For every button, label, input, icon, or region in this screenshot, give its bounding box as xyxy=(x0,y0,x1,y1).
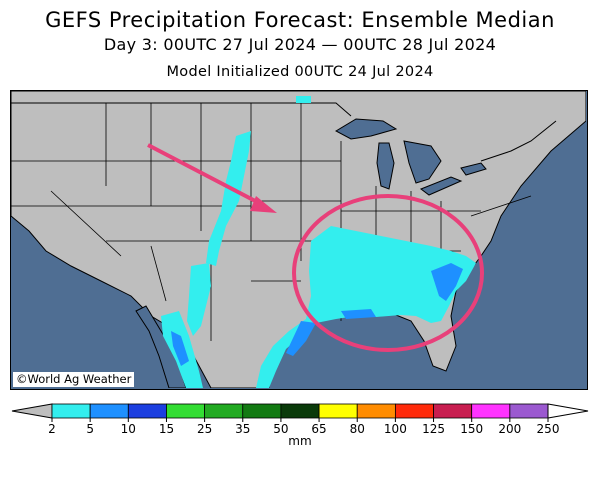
scale-tick-label: 80 xyxy=(350,422,365,436)
lake-superior xyxy=(334,118,398,140)
scale-tick-label: 200 xyxy=(498,422,521,436)
scale-swatch xyxy=(509,403,549,419)
annotation-arrow xyxy=(147,143,277,213)
scale-swatch xyxy=(394,403,434,419)
map-canvas xyxy=(11,91,587,389)
precip-color-scale: 2 5 10 15 25 35 50 65 80 100 125 150 200 250 xyxy=(11,403,589,436)
scale-swatch xyxy=(51,403,91,419)
lake-ontario xyxy=(460,162,487,176)
canada-us-border xyxy=(11,102,557,162)
scale-low-cap xyxy=(11,403,53,419)
forecast-period: Day 3: 00UTC 27 Jul 2024 — 00UTC 28 Jul … xyxy=(103,35,497,54)
scale-tick-label: 250 xyxy=(537,422,560,436)
scale-swatch xyxy=(89,403,129,419)
lake-huron xyxy=(403,140,442,184)
map-title: GEFS Precipitation Forecast: Ensemble Me… xyxy=(45,8,555,32)
scale-tick-label: 50 xyxy=(273,422,288,436)
scale-tick-label: 150 xyxy=(460,422,483,436)
scale-tick-label: 65 xyxy=(311,422,326,436)
scale-tick-label: 10 xyxy=(121,422,136,436)
scale-swatch xyxy=(356,403,396,419)
scale-tick-label: 5 xyxy=(86,422,94,436)
annotation-ellipse xyxy=(292,194,484,352)
scale-tick-label: 2 xyxy=(48,422,56,436)
scale-swatch xyxy=(280,403,320,419)
scale-swatch xyxy=(166,403,206,419)
precip-southeast xyxy=(256,226,476,388)
lake-michigan xyxy=(376,142,395,190)
scale-swatch xyxy=(242,403,282,419)
precip-west-heavy xyxy=(171,331,189,366)
scale-swatch xyxy=(433,403,473,419)
scale-high-cap xyxy=(547,403,589,419)
lake-erie xyxy=(419,176,463,196)
scale-swatch xyxy=(204,403,244,419)
units-label: mm xyxy=(288,434,312,448)
model-initialized: Model Initialized 00UTC 24 Jul 2024 xyxy=(166,64,434,80)
scale-tick-label: 25 xyxy=(197,422,212,436)
scale-swatch xyxy=(318,403,358,419)
precipitation-map: ©World Ag Weather xyxy=(10,90,588,390)
scale-tick-label: 100 xyxy=(384,422,407,436)
scale-tick-label: 125 xyxy=(422,422,445,436)
scale-tick-label: 15 xyxy=(159,422,174,436)
scale-swatch xyxy=(471,403,511,419)
scale-tick-label: 35 xyxy=(235,422,250,436)
scale-swatch xyxy=(127,403,167,419)
map-credit: ©World Ag Weather xyxy=(13,372,135,387)
precip-southeast-heavy xyxy=(286,263,463,356)
